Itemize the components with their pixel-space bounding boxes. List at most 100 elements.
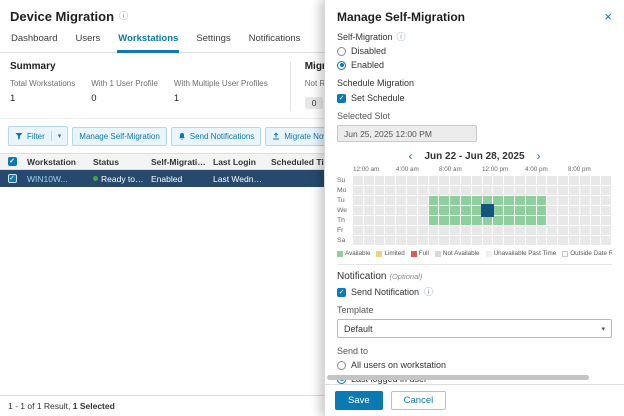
scheduler-slot-cell[interactable] (579, 176, 590, 185)
scheduler-slot-cell[interactable] (363, 186, 374, 195)
scheduler-slot-cell[interactable] (374, 196, 385, 205)
scheduler-slot-cell[interactable] (482, 216, 493, 225)
scheduler-slot-cell[interactable] (363, 216, 374, 225)
scheduler-slot-cell[interactable] (558, 186, 568, 195)
scheduler-slot-cell[interactable] (482, 176, 493, 185)
column-header-workstation[interactable]: Workstation (27, 156, 76, 167)
scheduler-slot-cell[interactable] (417, 186, 428, 195)
tab-workstations[interactable]: Workstations (117, 31, 180, 53)
scheduler-slot-cell[interactable] (504, 186, 514, 195)
scheduler-slot-cell[interactable] (460, 176, 471, 185)
scheduler-slot-cell[interactable] (568, 186, 579, 195)
manage-self-migration-button[interactable]: Manage Self-Migration (72, 126, 167, 146)
column-header-self-migration[interactable]: Self-Migration (151, 156, 208, 167)
scheduler-slot-cell[interactable] (417, 196, 428, 205)
scheduler-slot-cell[interactable] (450, 176, 460, 185)
scheduler-slot-cell[interactable] (525, 176, 536, 185)
scheduler-slot-cell[interactable] (525, 186, 536, 195)
scheduler-slot-cell[interactable] (406, 226, 417, 235)
send-notification-info-icon[interactable]: ⓘ (424, 286, 434, 297)
scheduler-slot-cell[interactable] (514, 216, 525, 225)
scheduler-slot-cell[interactable] (363, 226, 374, 235)
radio-all-users[interactable]: All users on workstation (337, 360, 612, 370)
scheduler-slot-cell[interactable] (590, 226, 601, 235)
scheduler-slot-cell[interactable] (493, 196, 504, 205)
scheduler-slot-cell[interactable] (525, 226, 536, 235)
scheduler-slot-cell[interactable] (558, 216, 568, 225)
tab-notifications[interactable]: Notifications (248, 33, 301, 44)
scheduler-slot-cell[interactable] (353, 186, 363, 195)
scheduler-slot-cell[interactable] (536, 236, 547, 245)
scheduler-slot-cell[interactable] (579, 196, 590, 205)
scheduler-slot-cell[interactable] (558, 196, 568, 205)
scheduler-slot-cell[interactable] (439, 206, 450, 215)
send-notification-checkbox-row[interactable]: ✓ Send Notification ⓘ (337, 287, 612, 297)
page-info-icon[interactable]: ⓘ (119, 11, 129, 21)
scheduler-slot-cell[interactable] (417, 236, 428, 245)
scheduler-slot-cell[interactable] (353, 226, 363, 235)
scheduler-slot-cell[interactable] (536, 186, 547, 195)
scheduler-slot-cell[interactable] (514, 186, 525, 195)
scheduler-slot-cell[interactable] (525, 216, 536, 225)
scheduler-slot-cell[interactable] (514, 176, 525, 185)
scheduler-slot-cell[interactable] (439, 176, 450, 185)
scheduler-slot-cell[interactable] (590, 196, 601, 205)
scheduler-slot-cell[interactable] (568, 226, 579, 235)
chevron-right-icon[interactable]: › (536, 149, 541, 163)
scheduler-slot-cell[interactable] (406, 186, 417, 195)
scheduler-slot-cell[interactable] (396, 176, 406, 185)
scheduler-slot-cell[interactable] (471, 216, 482, 225)
scheduler-slot-cell[interactable] (601, 206, 612, 215)
scheduler-slot-cell[interactable] (450, 196, 460, 205)
scheduler-slot-cell[interactable] (482, 206, 493, 215)
scheduler-slot-cell[interactable] (374, 206, 385, 215)
scheduler-slot-cell[interactable] (439, 236, 450, 245)
scheduler-slot-cell[interactable] (450, 206, 460, 215)
scheduler-slot-cell[interactable] (493, 186, 504, 195)
select-all-checkbox[interactable]: ✓ (7, 157, 17, 166)
scheduler-slot-cell[interactable] (590, 216, 601, 225)
scheduler-slot-cell[interactable] (406, 216, 417, 225)
scheduler-slot-cell[interactable] (504, 226, 514, 235)
selected-slot-input[interactable]: Jun 25, 2025 12:00 PM (337, 125, 477, 142)
scheduler-slot-cell[interactable] (428, 206, 439, 215)
scheduler-slot-cell[interactable] (504, 176, 514, 185)
column-header-last-login[interactable]: Last Login (213, 156, 256, 167)
scheduler-slot-cell[interactable] (493, 206, 504, 215)
scheduler-slot-cell[interactable] (374, 236, 385, 245)
column-header-status[interactable]: Status (93, 156, 119, 167)
scheduler-slot-cell[interactable] (482, 236, 493, 245)
horizontal-scrollbar[interactable] (327, 375, 589, 380)
scheduler-slot-cell[interactable] (439, 196, 450, 205)
scheduler-slot-cell[interactable] (558, 236, 568, 245)
scheduler-slot-cell[interactable] (353, 176, 363, 185)
scheduler-slot-cell[interactable] (471, 176, 482, 185)
scheduler-slot-cell[interactable] (439, 226, 450, 235)
scheduler-slot-cell[interactable] (353, 206, 363, 215)
scheduler-slot-cell[interactable] (406, 196, 417, 205)
radio-enabled[interactable]: Enabled (337, 60, 612, 70)
scheduler-slot-cell[interactable] (439, 216, 450, 225)
scheduler-slot-cell[interactable] (568, 216, 579, 225)
scheduler-slot-cell[interactable] (493, 226, 504, 235)
scheduler-slot-cell[interactable] (460, 206, 471, 215)
scheduler-slot-cell[interactable] (417, 216, 428, 225)
scheduler-slot-cell[interactable] (363, 236, 374, 245)
scheduler-slot-cell[interactable] (525, 206, 536, 215)
scheduler-slot-cell[interactable] (450, 226, 460, 235)
save-button[interactable]: Save (335, 391, 383, 410)
scheduler-slot-cell[interactable] (471, 236, 482, 245)
scheduler-slot-cell[interactable] (450, 186, 460, 195)
scheduler-slot-cell[interactable] (385, 226, 396, 235)
scheduler-slot-cell[interactable] (439, 186, 450, 195)
scheduler-slot-cell[interactable] (536, 216, 547, 225)
scheduler-slot-cell[interactable] (579, 186, 590, 195)
scheduler-slot-cell[interactable] (428, 186, 439, 195)
scheduler-slot-cell[interactable] (525, 196, 536, 205)
scheduler-slot-cell[interactable] (547, 216, 558, 225)
scheduler-slot-cell[interactable] (558, 176, 568, 185)
scheduler-slot-cell[interactable] (396, 206, 406, 215)
scheduler-slot-cell[interactable] (601, 196, 612, 205)
radio-disabled[interactable]: Disabled (337, 46, 612, 56)
scheduler-slot-cell[interactable] (460, 186, 471, 195)
